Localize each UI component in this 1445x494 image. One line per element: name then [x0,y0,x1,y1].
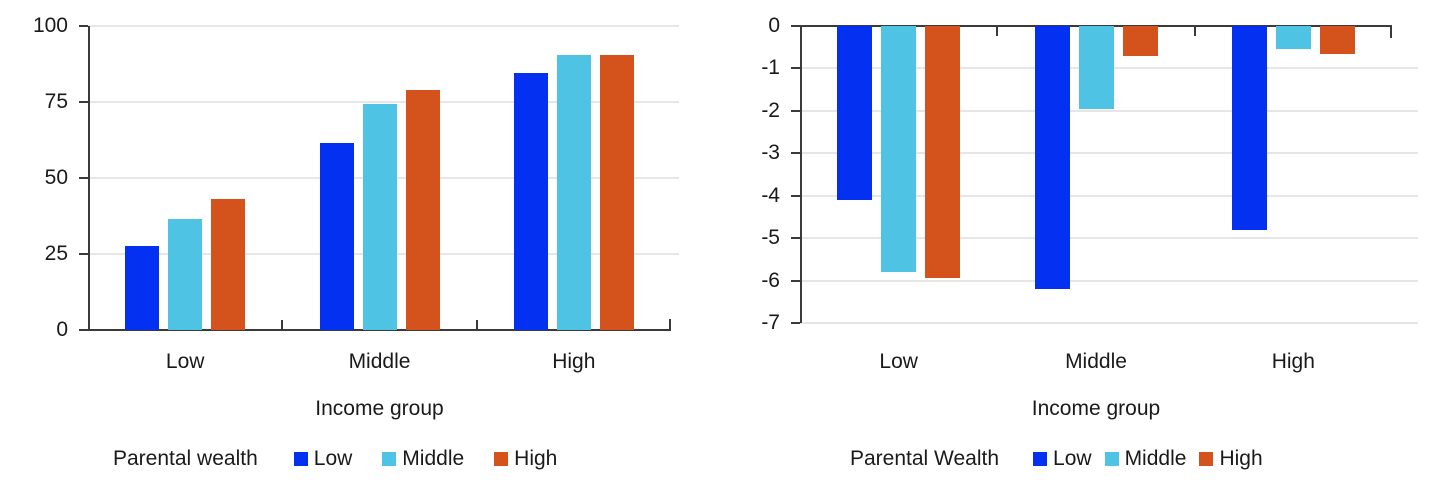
legend-label-high: High [514,447,558,470]
y-tick-label--5: -5 [761,226,780,250]
category-label-high: High [552,350,596,373]
y-tick-label--2: -2 [761,98,780,122]
gridline--7 [800,322,1418,324]
legend-swatch-low-icon [1033,452,1048,466]
y-tick-label--4: -4 [761,183,780,207]
bar-middle-middle [1078,26,1114,109]
y-tick-50 [79,177,88,179]
x-axis-end-tick [669,319,671,330]
y-tick-label--7: -7 [761,311,780,334]
y-tick-label--1: -1 [761,56,780,80]
bar-low-high [1231,26,1267,230]
category-label-high: High [1271,350,1315,373]
x-axis-line [88,329,671,331]
y-tick-label-0: 0 [56,318,68,341]
bar-high-high [1319,26,1355,54]
bar-low-low [125,246,160,330]
bar-low-low [837,26,873,200]
legend-title: Parental wealth [113,447,258,470]
x-axis-end-tick [1390,27,1392,38]
y-tick-label--3: -3 [761,141,780,165]
legend-item-high: High [494,447,557,471]
gridline--3 [800,152,1418,155]
y-axis-line [88,26,90,330]
legend-item-middle: Middle [382,447,464,471]
bar-middle-middle [362,103,397,330]
y-axis-line [800,26,802,323]
y-tick-0 [79,329,88,331]
y-tick--1 [791,67,800,70]
x-axis-title: Income group [315,397,444,420]
gridline--5 [800,237,1418,240]
x-axis-tick-2 [475,320,478,329]
x-axis-tick-2 [1193,27,1196,36]
x-axis-title: Income group [1031,397,1161,420]
category-label-middle: Middle [1065,350,1127,373]
legend-label-high: High [1219,447,1263,470]
y-tick--2 [791,109,800,112]
bar-high-high [599,54,634,330]
x-axis-tick-1 [996,27,999,36]
legend-title: Parental Wealth [850,447,1000,470]
bar-high-middle [1122,26,1158,56]
y-tick--3 [791,152,800,155]
chart-right-parental-wealth-negative: 0 -1 -2 -3 -4 -5 -6 -7 Low Middle High Income grou… [720,0,1445,494]
legend: Parental Wealth Low Middle High [850,447,1263,471]
y-tick-label--6: -6 [761,268,780,292]
gridline-100 [88,25,679,27]
bar-low-middle [1034,26,1070,290]
category-label-low: Low [879,350,918,373]
legend-swatch-low-icon [293,452,308,466]
gridline--4 [800,194,1418,197]
y-tick-label-100: 100 [32,14,68,37]
legend-label-low: Low [1053,447,1092,470]
bar-high-low [925,26,961,279]
bar-high-low [211,199,246,330]
legend-swatch-high-icon [494,452,509,466]
bar-middle-high [556,54,591,330]
legend-swatch-middle-icon [382,452,397,466]
y-tick-75 [79,101,88,103]
y-tick-label-50: 50 [44,166,68,189]
legend-item-middle: Middle [1104,447,1187,471]
y-tick-100 [79,25,88,27]
legend-item-high: High [1199,447,1263,471]
legend-swatch-high-icon [1199,452,1214,466]
legend-label-middle: Middle [1124,447,1187,470]
legend-swatch-middle-icon [1104,452,1119,466]
legend-label-low: Low [313,447,353,470]
gridline--6 [800,279,1418,282]
y-tick-label-0: 0 [768,14,780,37]
bar-middle-high [1275,26,1311,50]
legend-label-middle: Middle [402,447,465,470]
y-tick--7 [791,322,800,324]
bar-middle-low [168,219,203,330]
legend-item-low: Low [1033,447,1092,471]
y-tick--5 [791,237,800,240]
y-tick-label-25: 25 [44,242,68,265]
chart-left-parental-wealth-positive: 0 25 50 75 100 Low Middle High Income group Par… [0,0,700,494]
y-tick-0 [791,25,800,27]
category-label-low: Low [165,350,205,373]
legend: Parental wealth Low Middle High [113,447,557,471]
category-label-middle: Middle [348,350,411,373]
bar-low-middle [319,143,354,330]
y-tick--6 [791,279,800,282]
y-tick-25 [79,253,88,255]
gridline--2 [800,109,1418,112]
gridline-75 [88,101,679,103]
legend-item-low: Low [293,447,353,471]
bar-high-middle [405,89,440,330]
x-axis-tick-1 [281,320,284,329]
bar-middle-low [881,26,917,273]
y-tick-label-75: 75 [44,90,68,113]
y-tick--4 [791,194,800,197]
bar-low-high [513,73,548,330]
